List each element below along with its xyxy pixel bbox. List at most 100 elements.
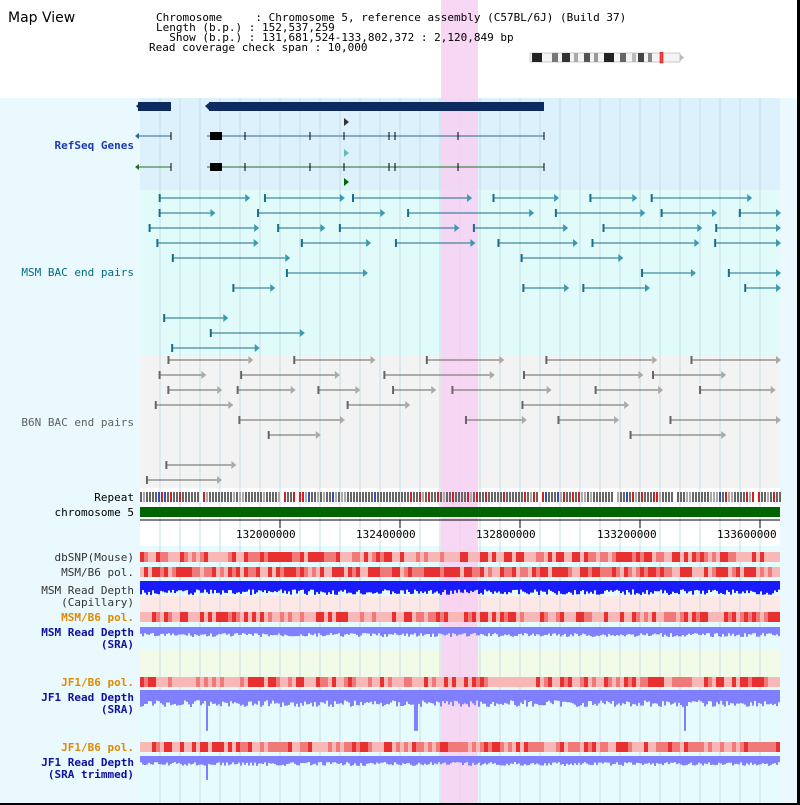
repeat-element (338, 492, 340, 502)
depth-bar (140, 581, 142, 595)
depth-bar (192, 756, 194, 764)
depth-bar (636, 581, 638, 594)
repeat-element (725, 492, 727, 502)
depth-bar (578, 581, 580, 595)
depth-bar (490, 581, 492, 593)
track-label-b6n-bac[interactable]: B6N BAC end pairs (21, 416, 134, 429)
track-label-refseq[interactable]: RefSeq Genes (54, 139, 134, 152)
polymorphism-cell (608, 567, 612, 577)
depth-bar (522, 627, 524, 636)
polymorphism-cell (520, 612, 524, 622)
polymorphism-cell (452, 677, 456, 687)
polymorphism-cell (324, 567, 328, 577)
depth-bar (146, 756, 148, 765)
repeat-element (368, 492, 370, 502)
polymorphism-cell (324, 742, 328, 752)
depth-bar (208, 581, 210, 594)
depth-bar (264, 627, 266, 635)
depth-bar (238, 627, 240, 635)
depth-bar (288, 581, 290, 592)
polymorphism-cell (544, 552, 548, 562)
depth-bar (432, 627, 434, 634)
depth-bar (568, 690, 570, 703)
depth-bar (642, 690, 644, 706)
depth-bar (178, 756, 180, 763)
polymorphism-cell (380, 612, 384, 622)
polymorphism-cell (500, 677, 504, 687)
depth-bar (598, 581, 600, 595)
depth-bar (194, 690, 196, 702)
polymorphism-cell (528, 677, 532, 687)
depth-bar (162, 690, 164, 705)
depth-bar (170, 756, 172, 764)
polymorphism-cell (416, 552, 420, 562)
bac-end (472, 224, 475, 232)
depth-bar (520, 581, 522, 590)
bottom-border (0, 803, 800, 805)
polymorphism-cell (240, 742, 244, 752)
polymorphism-cell (404, 677, 408, 687)
polymorphism-cell (376, 567, 380, 577)
polymorphism-cell (344, 677, 348, 687)
repeat-element (182, 492, 184, 502)
depth-bar (342, 756, 344, 766)
polymorphism-cell (596, 742, 600, 752)
polymorphism-cell (500, 552, 504, 562)
depth-bar (596, 690, 598, 706)
polymorphism-cell (688, 552, 692, 562)
depth-bar (418, 690, 420, 704)
depth-bar (516, 627, 518, 636)
depth-bar (346, 756, 348, 763)
polymorphism-cell (196, 742, 200, 752)
polymorphism-cell (552, 742, 556, 752)
depth-bar (344, 756, 346, 765)
depth-bar (144, 627, 146, 634)
polymorphism-cell (580, 742, 584, 752)
depth-bar (170, 627, 172, 636)
depth-bar (614, 627, 616, 637)
depth-bar (702, 581, 704, 591)
depth-bar (236, 581, 238, 593)
polymorphism-cell (696, 677, 700, 687)
bac-end (366, 239, 372, 247)
polymorphism-cell (372, 677, 376, 687)
depth-bar (580, 690, 582, 706)
depth-bar (656, 756, 658, 764)
polymorphism-cell (732, 742, 736, 752)
chromosome-ideogram[interactable] (528, 52, 686, 64)
repeat-element (398, 492, 400, 502)
polymorphism-cell (640, 742, 644, 752)
depth-bar (512, 756, 514, 764)
repeat-element (503, 492, 505, 502)
track-label-msm-bac[interactable]: MSM BAC end pairs (21, 266, 134, 279)
depth-bar (188, 690, 190, 705)
depth-bar (160, 627, 162, 634)
depth-bar (536, 627, 538, 635)
depth-bar (686, 581, 688, 594)
polymorphism-cell (432, 567, 436, 577)
depth-bar (722, 690, 724, 705)
polymorphism-cell (700, 742, 704, 752)
depth-bar (420, 756, 422, 765)
depth-bar (280, 627, 282, 636)
repeat-element (317, 492, 319, 502)
depth-bar (436, 690, 438, 702)
polymorphism-cell (688, 742, 692, 752)
repeat-element (596, 492, 598, 502)
repeat-element (665, 492, 667, 502)
depth-bar (660, 627, 662, 634)
depth-bar (754, 581, 756, 593)
depth-bar (262, 756, 264, 765)
depth-bar (766, 690, 768, 705)
polymorphism-cell (312, 677, 316, 687)
polymorphism-cell (424, 552, 428, 562)
polymorphism-cell (368, 552, 372, 562)
bac-end (690, 356, 693, 364)
polymorphism-cell (640, 552, 644, 562)
repeat-element (158, 492, 160, 502)
depth-bar (650, 690, 652, 707)
depth-bar (680, 627, 682, 637)
polymorphism-cell (304, 612, 308, 622)
polymorphism-cell (564, 677, 568, 687)
depth-bar (696, 627, 698, 634)
